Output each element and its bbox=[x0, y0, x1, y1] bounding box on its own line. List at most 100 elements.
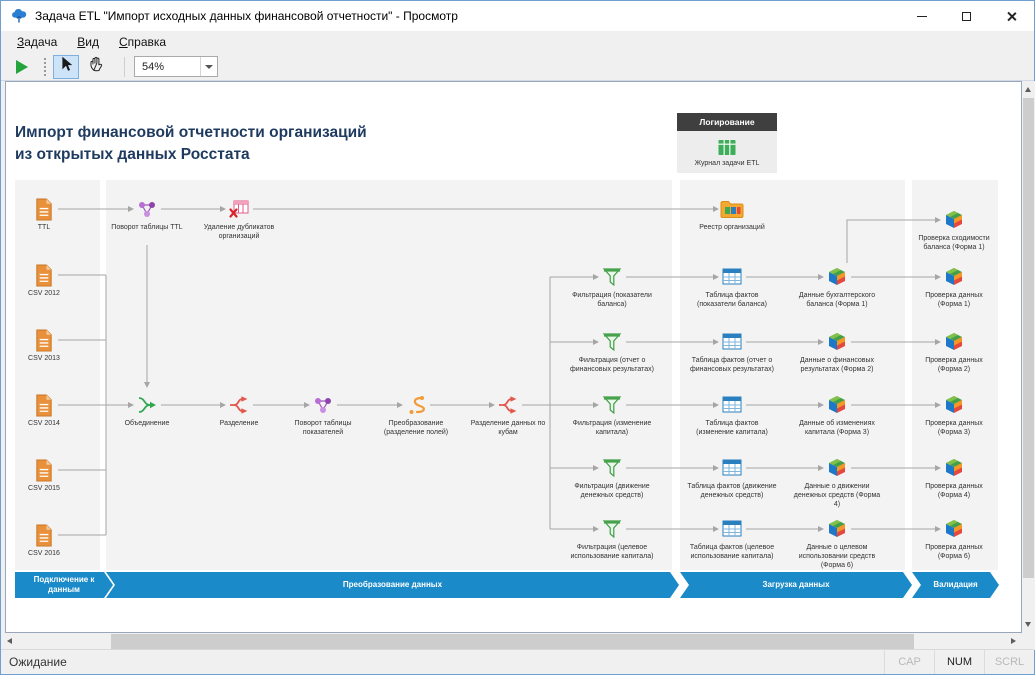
diagram-title-line1: Импорт финансовой отчетности организаций bbox=[15, 124, 367, 141]
minimize-button[interactable] bbox=[899, 1, 944, 31]
vertical-scrollbar bbox=[1022, 81, 1035, 633]
node-label: Фильтрация (изменение капитала) bbox=[572, 420, 652, 437]
node-transform[interactable]: Преобразование (разделение полей) bbox=[371, 395, 461, 437]
node-fact-balance[interactable]: Таблица фактов (показатели баланса) bbox=[687, 267, 777, 309]
funnel-icon bbox=[602, 519, 622, 539]
logging-header: Логирование bbox=[677, 113, 777, 131]
node-check-form3[interactable]: Проверка данных (Форма 3) bbox=[914, 395, 994, 437]
node-label: Проверка данных (Форма 2) bbox=[925, 357, 983, 374]
play-icon bbox=[16, 59, 28, 74]
node-label: Данные бухгалтерского баланса (Форма 1) bbox=[798, 292, 876, 309]
node-fact-target[interactable]: Таблица фактов (целевое использование ка… bbox=[686, 519, 778, 561]
scroll-up-button[interactable] bbox=[1025, 87, 1031, 92]
file-icon bbox=[34, 328, 54, 352]
node-cube-form1[interactable]: Данные бухгалтерского баланса (Форма 1) bbox=[791, 267, 883, 309]
scroll-down-button[interactable] bbox=[1025, 622, 1031, 627]
cube-icon bbox=[944, 395, 964, 415]
run-task-button[interactable] bbox=[11, 56, 33, 78]
node-check-form1[interactable]: Проверка данных (Форма 1) bbox=[914, 267, 994, 309]
node-pivot-ttl[interactable]: Поворот таблицы TTL bbox=[108, 199, 186, 232]
table-icon bbox=[722, 267, 742, 287]
lane-label: Валидация bbox=[933, 580, 978, 589]
node-cube-form2[interactable]: Данные о финансовых результатах (Форма 2… bbox=[791, 332, 883, 374]
zoom-dropdown-button[interactable] bbox=[200, 57, 217, 76]
node-label: Фильтрация (отчет о финансовых результат… bbox=[570, 357, 654, 374]
node-filter-capital[interactable]: Фильтрация (изменение капитала) bbox=[569, 395, 655, 437]
node-dedup[interactable]: Удаление дубликатов организаций bbox=[203, 199, 275, 241]
scroll-left-button[interactable] bbox=[7, 638, 12, 644]
cursor-icon bbox=[57, 55, 75, 78]
table-icon bbox=[722, 395, 742, 415]
node-cube-form3[interactable]: Данные об изменениях капитала (Форма 3) bbox=[791, 395, 883, 437]
node-label: Данные о целевом использовании средств (… bbox=[798, 544, 876, 570]
horizontal-scrollbar bbox=[1, 633, 1022, 650]
node-cube-form4[interactable]: Данные о движении денежных средств (Форм… bbox=[791, 458, 883, 509]
node-merge[interactable]: Объединение bbox=[108, 395, 186, 428]
cube-icon bbox=[827, 267, 847, 287]
node-csv-2013[interactable]: CSV 2013 bbox=[14, 328, 74, 363]
node-fact-cash[interactable]: Таблица фактов (движение денежных средст… bbox=[686, 458, 778, 500]
funnel-icon bbox=[602, 458, 622, 478]
pan-tool-button[interactable] bbox=[84, 55, 110, 79]
menu-item-2[interactable]: Вид bbox=[77, 35, 99, 49]
node-check-form4[interactable]: Проверка данных (Форма 4) bbox=[914, 458, 994, 500]
node-csv-2014[interactable]: CSV 2014 bbox=[14, 393, 74, 428]
node-pivot-ind[interactable]: Поворот таблицы показателей bbox=[283, 395, 363, 437]
menu-bar: Задача Вид Справка bbox=[1, 31, 1034, 53]
dedup-icon bbox=[228, 199, 250, 219]
close-button[interactable] bbox=[989, 1, 1034, 31]
cube-icon bbox=[944, 267, 964, 287]
cube-icon bbox=[944, 519, 964, 539]
node-filter-cash[interactable]: Фильтрация (движение денежных средств) bbox=[567, 458, 657, 500]
select-tool-button[interactable] bbox=[53, 54, 79, 79]
node-label: Таблица фактов (движение денежных средст… bbox=[687, 483, 777, 500]
split-icon bbox=[498, 395, 518, 415]
lane-bg-2 bbox=[106, 180, 672, 570]
window-controls bbox=[899, 1, 1034, 31]
node-csv-2015[interactable]: CSV 2015 bbox=[14, 458, 74, 493]
log-table-icon bbox=[717, 137, 737, 157]
transform-icon bbox=[406, 395, 426, 415]
node-cube-form6[interactable]: Данные о целевом использовании средств (… bbox=[791, 519, 883, 570]
vertical-scroll-thumb[interactable] bbox=[1023, 98, 1034, 578]
node-filter-balance[interactable]: Фильтрация (показатели баланса) bbox=[567, 267, 657, 309]
cube-icon bbox=[827, 395, 847, 415]
node-label: Проверка данных (Форма 1) bbox=[925, 292, 983, 309]
zoom-combobox[interactable]: 54% bbox=[134, 56, 218, 77]
node-label: CSV 2015 bbox=[28, 485, 60, 492]
scroll-right-button[interactable] bbox=[1011, 638, 1016, 644]
cube-icon bbox=[944, 332, 964, 352]
node-check-form6[interactable]: Проверка данных (Форма 6) bbox=[914, 519, 994, 561]
node-check-balance[interactable]: Проверка сходимости баланса (Форма 1) bbox=[913, 210, 995, 252]
pivot-icon bbox=[136, 199, 158, 219]
maximize-button[interactable] bbox=[944, 1, 989, 31]
lane-bg-1 bbox=[15, 180, 100, 570]
menu-item-3[interactable]: Справка bbox=[119, 35, 167, 49]
horizontal-scroll-thumb[interactable] bbox=[111, 634, 914, 649]
node-filter-target[interactable]: Фильтрация (целевое использование капита… bbox=[566, 519, 658, 561]
cube-icon bbox=[827, 332, 847, 352]
node-csv-2016[interactable]: CSV 2016 bbox=[14, 523, 74, 558]
funnel-icon bbox=[602, 395, 622, 415]
app-icon bbox=[11, 8, 27, 24]
menu-item-1[interactable]: Задача bbox=[17, 35, 58, 49]
node-filter-finres[interactable]: Фильтрация (отчет о финансовых результат… bbox=[566, 332, 658, 374]
node-label: Проверка данных (Форма 4) bbox=[925, 483, 983, 500]
node-label: TTL bbox=[37, 224, 51, 231]
node-check-form2[interactable]: Проверка данных (Форма 2) bbox=[914, 332, 994, 374]
toolbar-separator bbox=[124, 56, 125, 77]
node-csv-2012[interactable]: CSV 2012 bbox=[14, 263, 74, 298]
indicator-scrl: SCRL bbox=[984, 650, 1034, 674]
diagram-canvas[interactable]: Импорт финансовой отчетности организаций… bbox=[5, 81, 1022, 633]
status-text: Ожидание bbox=[9, 655, 67, 669]
node-fact-capital[interactable]: Таблица фактов (изменение капитала) bbox=[687, 395, 777, 437]
node-fact-finres[interactable]: Таблица фактов (отчет о финансовых резул… bbox=[686, 332, 778, 374]
file-icon bbox=[34, 523, 54, 547]
node-ttl[interactable]: TTL bbox=[14, 197, 74, 232]
node-registry[interactable]: Реестр организаций bbox=[687, 199, 777, 232]
node-split[interactable]: Разделение bbox=[204, 395, 274, 428]
lane-banner-1: Подключение к данным bbox=[15, 572, 113, 598]
hand-icon bbox=[88, 55, 106, 78]
node-etl-log[interactable]: Журнал задачи ETL bbox=[677, 131, 777, 173]
node-split-cubes[interactable]: Разделение данных по кубам bbox=[468, 395, 548, 437]
